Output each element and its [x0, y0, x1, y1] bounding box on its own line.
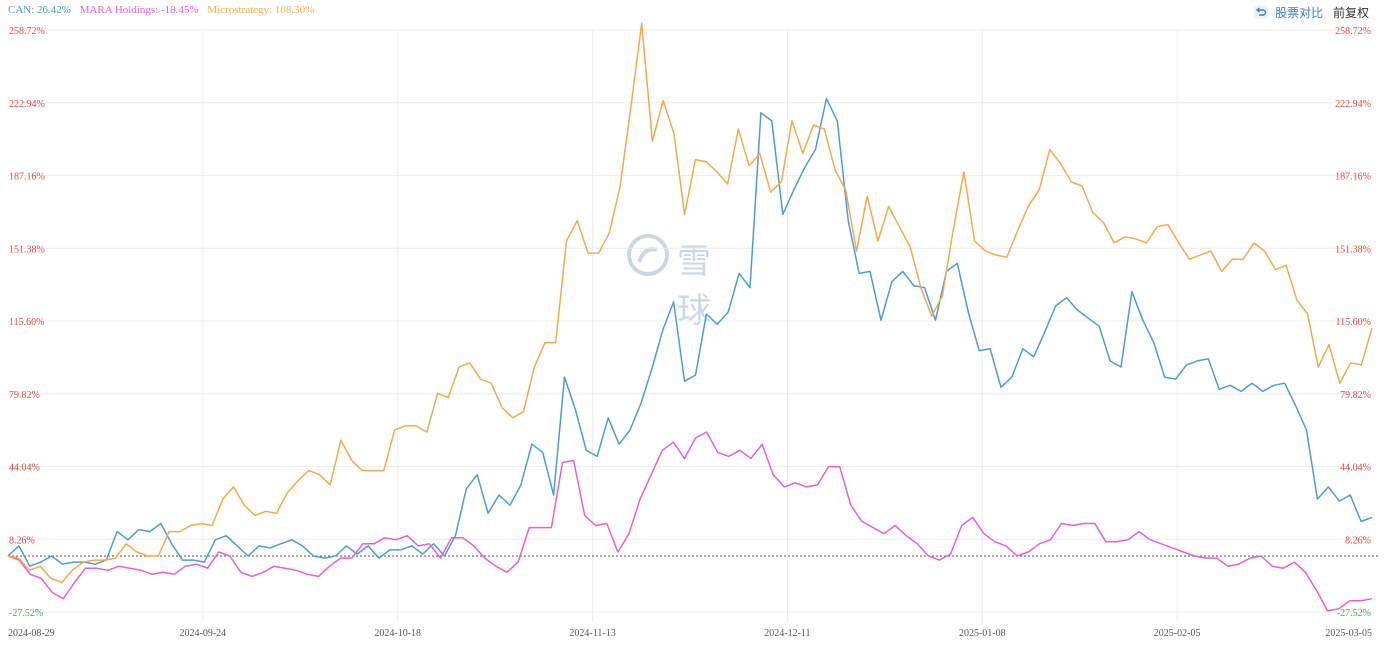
- y-tick-label-left: 187.16%: [9, 172, 45, 183]
- stock-compare-button[interactable]: 股票对比: [1253, 5, 1327, 20]
- x-tick-label: 2024-10-18: [374, 628, 421, 639]
- y-tick-label-left: 115.60%: [9, 317, 44, 328]
- y-tick-label-right: 222.94%: [1335, 99, 1371, 110]
- y-tick-label-left: 8.26%: [9, 535, 35, 546]
- legend-mstr: Microstrategy: 108.30%: [207, 4, 315, 16]
- x-tick-label: 2024-08-29: [8, 628, 55, 639]
- y-tick-label-right: 151.38%: [1335, 244, 1371, 255]
- y-tick-label-right: 8.26%: [1345, 535, 1371, 546]
- return-arrow-icon: [1254, 5, 1269, 19]
- legend-can: CAN: 26.42%: [8, 4, 71, 16]
- y-tick-label-left: -27.52%: [9, 608, 43, 619]
- y-tick-label-left: 258.72%: [9, 26, 45, 37]
- price-adjust-button[interactable]: 前复权: [1332, 6, 1369, 20]
- toolbar: 股票对比 前复权: [1253, 4, 1369, 21]
- x-tick-label: 2024-09-24: [180, 628, 227, 639]
- series-line-mara-holdings: [7, 431, 1373, 612]
- y-tick-label-right: 44.04%: [1340, 463, 1371, 474]
- y-tick-label-right: -27.52%: [1337, 608, 1371, 619]
- x-tick-label: 2024-12-11: [764, 628, 810, 639]
- series-line-can: [7, 97, 1373, 567]
- y-tick-label-left: 151.38%: [9, 244, 45, 255]
- x-tick-label: 2025-02-05: [1154, 628, 1201, 639]
- y-tick-label-right: 187.16%: [1335, 172, 1371, 183]
- y-tick-label-right: 258.72%: [1335, 26, 1371, 37]
- legend: CAN: 26.42% MARA Holdings: -18.45% Micro…: [8, 4, 320, 16]
- x-tick-label: 2024-11-13: [569, 628, 615, 639]
- stock-compare-label: 股票对比: [1275, 6, 1324, 20]
- y-tick-label-right: 115.60%: [1336, 317, 1371, 328]
- y-tick-label-left: 79.82%: [9, 390, 40, 401]
- x-axis-ticks: 2024-08-29 2024-09-24 2024-10-18 2024-11-13…: [8, 628, 1372, 639]
- x-tick-label: 2025-01-08: [959, 628, 1006, 639]
- y-axis-ticks: 258.72% 258.72% 222.94% 222.94% 187.16% 187.1…: [9, 26, 1371, 619]
- grid: [8, 29, 1372, 622]
- y-tick-label-left: 222.94%: [9, 99, 45, 110]
- y-tick-label-left: 44.04%: [9, 463, 40, 474]
- x-tick-label: 2025-03-05: [1325, 628, 1372, 639]
- y-tick-label-right: 79.82%: [1340, 390, 1371, 401]
- series-line-microstrategy: [7, 22, 1373, 584]
- legend-mara: MARA Holdings: -18.45%: [79, 4, 199, 16]
